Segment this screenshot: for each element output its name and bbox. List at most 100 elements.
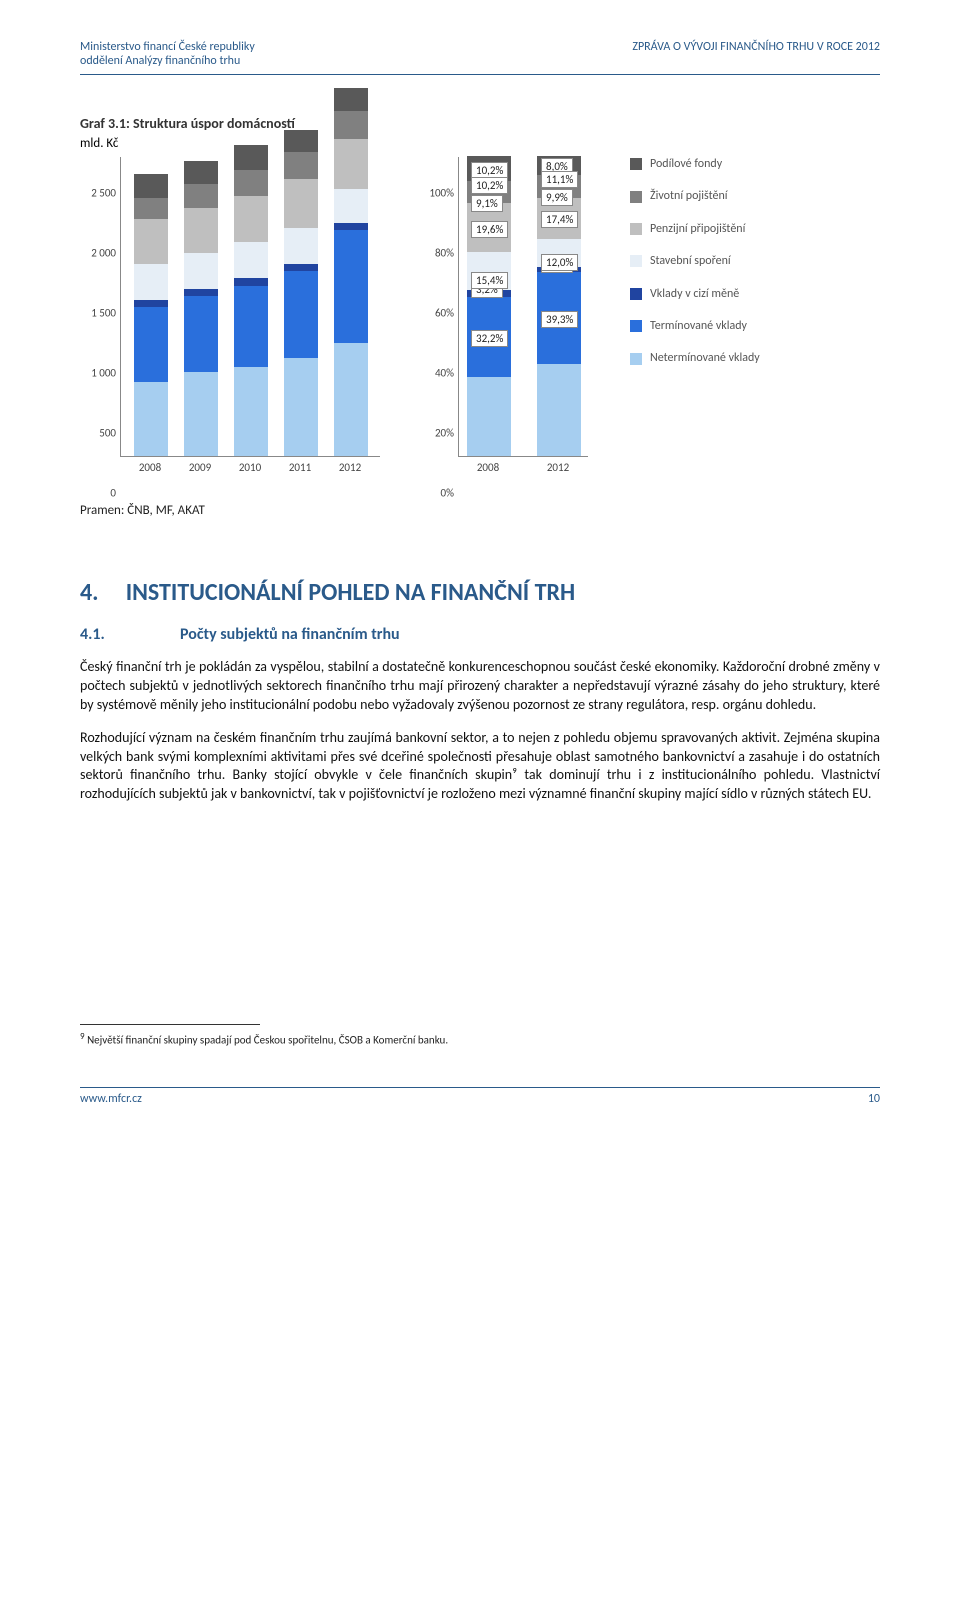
abs-seg-podil bbox=[134, 174, 168, 198]
pct-plot-area: 10,2%10,2%9,1%19,6%3,2%15,4%32,2%8,0%11,… bbox=[458, 157, 588, 457]
abs-seg-stav bbox=[184, 253, 218, 289]
abs-seg-neterm bbox=[284, 358, 318, 456]
abs-bar-2009 bbox=[184, 161, 218, 456]
abs-seg-cizi bbox=[184, 289, 218, 296]
legend-swatch bbox=[630, 255, 642, 267]
page-footer: www.mfcr.cz 10 bbox=[80, 1087, 880, 1106]
pct-ytick: 100% bbox=[420, 187, 454, 200]
footnote-marker: 9 bbox=[80, 1031, 85, 1042]
abs-seg-podil bbox=[184, 161, 218, 185]
abs-ytick: 1 000 bbox=[80, 367, 116, 380]
pct-ytick: 80% bbox=[420, 247, 454, 260]
legend-label: Podílové fondy bbox=[650, 157, 722, 171]
abs-bar-2012 bbox=[334, 88, 368, 456]
abs-seg-cizi bbox=[134, 300, 168, 307]
footnote: 9 Největší finanční skupiny spadají pod … bbox=[80, 1031, 880, 1047]
abs-seg-penz bbox=[184, 208, 218, 254]
header-left: Ministerstvo financí České republiky odd… bbox=[80, 40, 255, 68]
abs-bar-2010 bbox=[234, 145, 268, 456]
pct-data-label: 12,0% bbox=[541, 254, 578, 271]
pct-data-label: 11,1% bbox=[541, 171, 578, 188]
abs-seg-stav bbox=[334, 189, 368, 223]
abs-ytick: 500 bbox=[80, 427, 116, 440]
report-title: ZPRÁVA O VÝVOJI FINANČNÍHO TRHU V ROCE 2… bbox=[632, 40, 880, 68]
pct-xtick: 2012 bbox=[547, 461, 569, 474]
footnote-rule bbox=[80, 1024, 260, 1025]
pct-xtick: 2008 bbox=[477, 461, 499, 474]
legend-item: Netermínované vklady bbox=[630, 351, 830, 365]
section-title: INSTITUCIONÁLNÍ POHLED NA FINANČNÍ TRH bbox=[126, 578, 575, 607]
abs-seg-ziv bbox=[334, 111, 368, 139]
legend-label: Životní pojištění bbox=[650, 189, 728, 203]
subsection-heading: 4.1. Počty subjektů na finančním trhu bbox=[80, 625, 880, 644]
abs-seg-penz bbox=[134, 219, 168, 264]
chart-unit: mld. Kč bbox=[80, 136, 880, 151]
department-name: oddělení Analýzy finančního trhu bbox=[80, 54, 255, 68]
abs-seg-neterm bbox=[334, 343, 368, 456]
legend-item: Penzijní připojištění bbox=[630, 222, 830, 236]
percent-chart: 10,2%10,2%9,1%19,6%3,2%15,4%32,2%8,0%11,… bbox=[420, 157, 600, 487]
legend-swatch bbox=[630, 288, 642, 300]
abs-seg-cizi bbox=[234, 278, 268, 285]
abs-seg-penz bbox=[334, 139, 368, 189]
pct-ytick: 60% bbox=[420, 307, 454, 320]
abs-seg-ziv bbox=[134, 198, 168, 219]
pct-ytick: 40% bbox=[420, 367, 454, 380]
charts-container: 05001 0001 5002 0002 5002008200920102011… bbox=[80, 157, 880, 487]
abs-seg-term bbox=[184, 296, 218, 372]
abs-seg-podil bbox=[334, 88, 368, 111]
abs-seg-term bbox=[334, 230, 368, 343]
abs-bar-2008 bbox=[134, 174, 168, 456]
pct-data-label: 9,1% bbox=[471, 195, 503, 212]
pct-data-label: 39,3% bbox=[541, 311, 578, 328]
abs-xtick: 2008 bbox=[139, 461, 161, 474]
pct-data-label: 17,4% bbox=[541, 211, 578, 228]
abs-seg-term bbox=[284, 271, 318, 357]
legend-label: Penzijní připojištění bbox=[650, 222, 745, 236]
pct-data-label: 32,2% bbox=[471, 330, 508, 347]
chart-source: Pramen: ČNB, MF, AKAT bbox=[80, 503, 880, 518]
abs-plot-area bbox=[120, 157, 380, 457]
abs-ytick: 2 500 bbox=[80, 187, 116, 200]
legend-swatch bbox=[630, 191, 642, 203]
section-heading: 4. INSTITUCIONÁLNÍ POHLED NA FINANČNÍ TR… bbox=[80, 578, 880, 607]
pct-ytick: 0% bbox=[420, 487, 454, 500]
pct-data-label: 10,2% bbox=[471, 162, 508, 179]
legend-swatch bbox=[630, 158, 642, 170]
abs-seg-neterm bbox=[134, 382, 168, 456]
abs-ytick: 1 500 bbox=[80, 307, 116, 320]
legend-label: Termínované vklady bbox=[650, 319, 747, 333]
pct-data-label: 15,4% bbox=[471, 272, 508, 289]
legend-swatch bbox=[630, 320, 642, 332]
pct-seg-neterm bbox=[467, 377, 511, 456]
legend-item: Stavební spoření bbox=[630, 254, 830, 268]
abs-seg-ziv bbox=[284, 152, 318, 178]
page: Ministerstvo financí České republiky odd… bbox=[0, 0, 960, 1621]
pct-ytick: 20% bbox=[420, 427, 454, 440]
footnote-text: Největší finanční skupiny spadají pod Če… bbox=[87, 1034, 448, 1047]
subsection-title: Počty subjektů na finančním trhu bbox=[180, 625, 400, 644]
legend-swatch bbox=[630, 223, 642, 235]
abs-seg-term bbox=[234, 286, 268, 368]
abs-seg-neterm bbox=[184, 372, 218, 456]
abs-seg-term bbox=[134, 307, 168, 381]
absolute-chart: 05001 0001 5002 0002 5002008200920102011… bbox=[80, 157, 390, 487]
abs-seg-stav bbox=[284, 228, 318, 264]
section-number: 4. bbox=[80, 578, 99, 607]
paragraph-2: Rozhodující význam na českém finančním t… bbox=[80, 729, 880, 805]
abs-ytick: 0 bbox=[80, 487, 116, 500]
chart-title: Graf 3.1: Struktura úspor domácností bbox=[80, 115, 880, 132]
abs-ytick: 2 000 bbox=[80, 247, 116, 260]
abs-xtick: 2011 bbox=[289, 461, 311, 474]
abs-seg-stav bbox=[234, 242, 268, 278]
legend-label: Stavební spoření bbox=[650, 254, 731, 268]
legend-item: Podílové fondy bbox=[630, 157, 830, 171]
header-rule bbox=[80, 74, 880, 75]
ministry-name: Ministerstvo financí České republiky bbox=[80, 40, 255, 54]
abs-seg-neterm bbox=[234, 367, 268, 456]
legend-swatch bbox=[630, 353, 642, 365]
pct-data-label: 9,9% bbox=[541, 189, 573, 206]
abs-seg-penz bbox=[284, 179, 318, 228]
legend-item: Vklady v cizí měně bbox=[630, 287, 830, 301]
abs-bar-2011 bbox=[284, 130, 318, 456]
